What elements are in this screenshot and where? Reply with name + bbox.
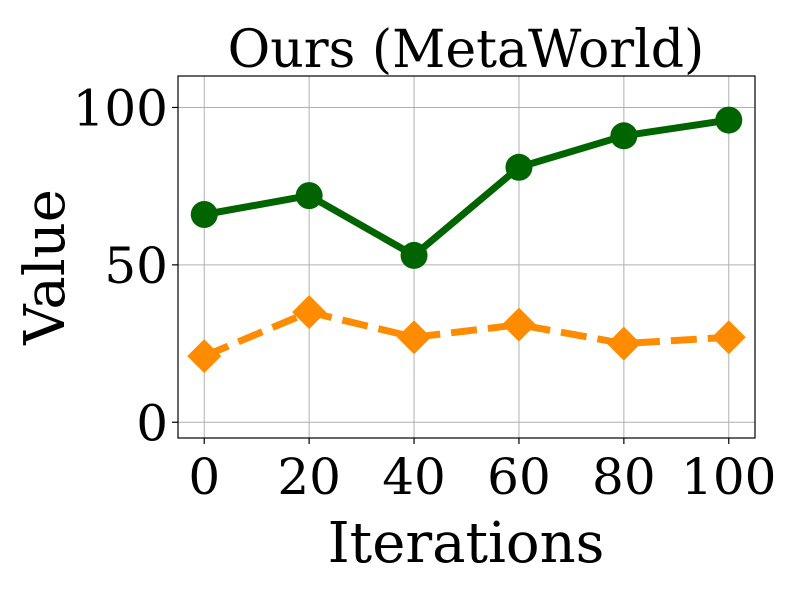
y-tick-label: 100: [73, 79, 168, 137]
data-point: [610, 122, 638, 150]
data-point: [501, 307, 536, 342]
series-1: [190, 106, 743, 269]
plot-area-frame: [177, 75, 756, 439]
x-tick-label: 60: [487, 448, 551, 506]
data-point: [295, 182, 323, 210]
x-tick-label: 0: [188, 448, 220, 506]
y-axis-label: Value: [13, 189, 78, 346]
x-axis-label: Iterations: [328, 511, 605, 576]
chart-title: Ours (MetaWorld): [228, 20, 705, 80]
series-line: [202, 308, 729, 360]
series-layer: [187, 106, 746, 374]
y-tick-label: 50: [104, 237, 168, 295]
y-tick-label: 0: [136, 394, 168, 452]
data-point: [190, 201, 218, 229]
x-tick-label: 80: [592, 448, 656, 506]
data-point: [715, 106, 743, 134]
axis-ticks: 0 20 40 60 80 100 0 50 100: [73, 79, 777, 506]
data-point: [292, 295, 327, 330]
data-point: [711, 320, 746, 355]
x-tick-label: 40: [382, 448, 446, 506]
x-tick-label: 20: [277, 448, 341, 506]
data-point: [400, 241, 428, 269]
grid-lines: [178, 76, 755, 438]
data-point: [505, 153, 533, 181]
series-line: [203, 116, 730, 259]
x-tick-label: 100: [681, 448, 776, 506]
data-point: [397, 320, 432, 355]
data-point: [606, 326, 641, 361]
data-point: [187, 339, 222, 374]
series-2: [187, 295, 746, 374]
